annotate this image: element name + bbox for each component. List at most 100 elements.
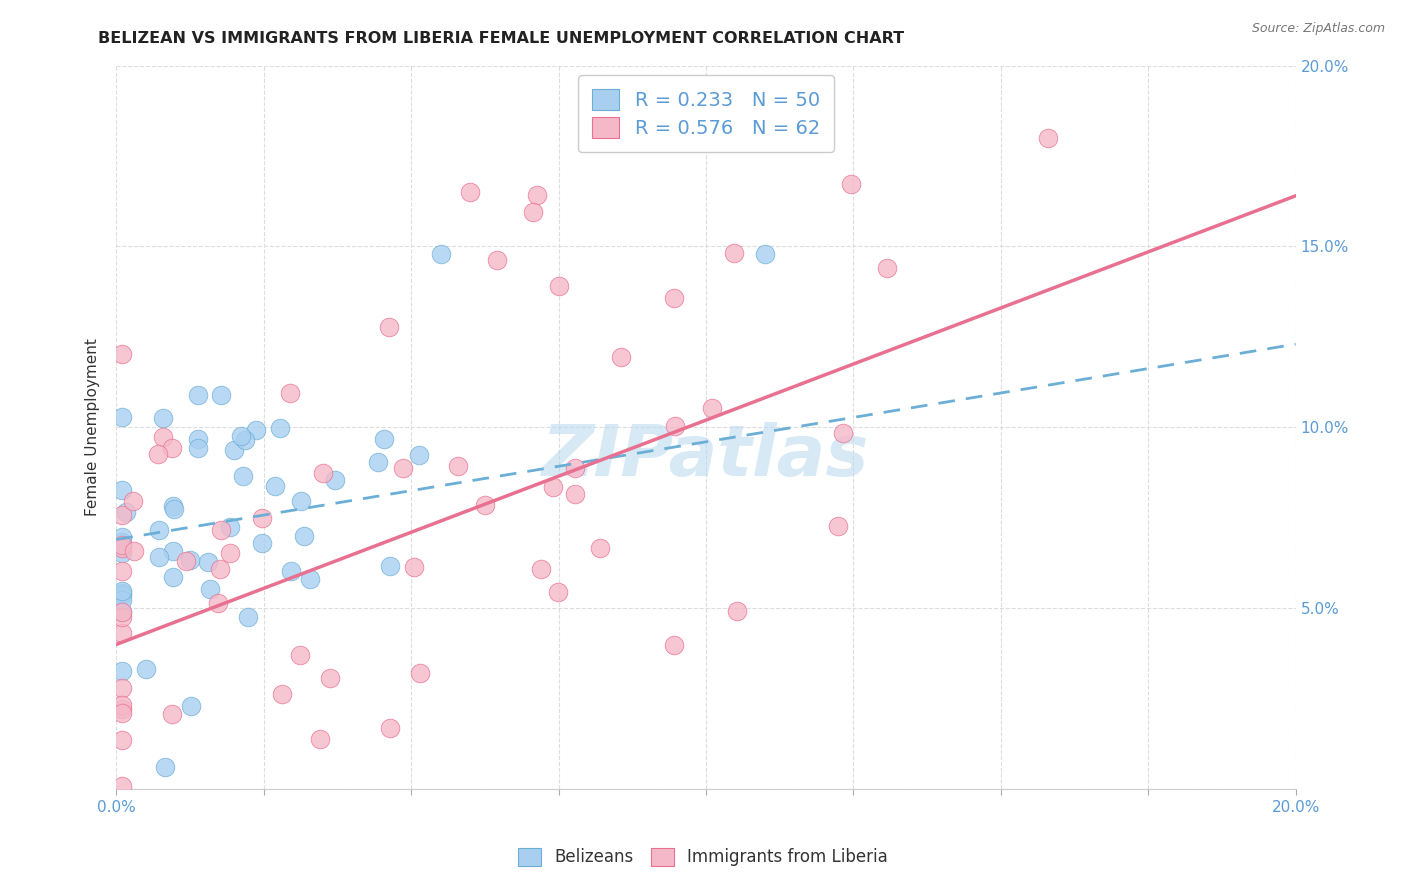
Point <box>162 544 184 558</box>
Point <box>725 604 748 618</box>
Point <box>197 555 219 569</box>
Point <box>526 188 548 202</box>
Point <box>111 605 134 619</box>
Point <box>236 610 259 624</box>
Point <box>378 319 401 334</box>
Point <box>160 441 183 455</box>
Point <box>187 387 209 401</box>
Point <box>827 518 849 533</box>
Point <box>111 546 134 560</box>
Point <box>318 671 340 685</box>
Point <box>160 707 183 722</box>
Text: BELIZEAN VS IMMIGRANTS FROM LIBERIA FEMALE UNEMPLOYMENT CORRELATION CHART: BELIZEAN VS IMMIGRANTS FROM LIBERIA FEMA… <box>98 31 904 46</box>
Point <box>832 425 855 440</box>
Point <box>111 483 134 497</box>
Point <box>278 386 301 401</box>
Point <box>664 418 686 433</box>
Point <box>408 448 430 462</box>
Point <box>187 432 209 446</box>
Point <box>264 479 287 493</box>
Point <box>290 494 312 508</box>
Point <box>146 447 169 461</box>
Point <box>153 760 176 774</box>
Point <box>187 441 209 455</box>
Point <box>135 662 157 676</box>
Text: Source: ZipAtlas.com: Source: ZipAtlas.com <box>1251 22 1385 36</box>
Point <box>111 410 134 425</box>
Point <box>111 586 134 600</box>
Point <box>162 570 184 584</box>
Point <box>111 698 134 712</box>
Point <box>152 430 174 444</box>
Point <box>115 505 138 519</box>
Point <box>111 541 134 555</box>
Point <box>458 185 481 199</box>
Point <box>121 493 143 508</box>
Point <box>233 433 256 447</box>
Point <box>429 246 451 260</box>
Point <box>162 499 184 513</box>
Point <box>111 347 134 361</box>
Point <box>409 666 432 681</box>
Point <box>702 401 724 415</box>
Point <box>530 562 553 576</box>
Point <box>474 498 496 512</box>
Point <box>174 554 197 568</box>
Point <box>485 252 508 267</box>
Point <box>522 204 544 219</box>
Point <box>111 508 134 523</box>
Point <box>564 487 586 501</box>
Point <box>232 468 254 483</box>
Point <box>207 595 229 609</box>
Point <box>162 501 184 516</box>
Point <box>298 572 321 586</box>
Point <box>447 458 470 473</box>
Point <box>754 246 776 260</box>
Point <box>270 687 292 701</box>
Point <box>111 664 134 678</box>
Point <box>111 534 134 549</box>
Point <box>180 698 202 713</box>
Point <box>378 721 401 735</box>
Point <box>124 544 146 558</box>
Point <box>219 546 242 560</box>
Point <box>111 531 134 545</box>
Point <box>111 626 134 640</box>
Point <box>367 455 389 469</box>
Point <box>111 538 134 552</box>
Point <box>111 583 134 598</box>
Point <box>1036 131 1059 145</box>
Point <box>290 648 312 663</box>
Point <box>198 582 221 597</box>
Point <box>589 541 612 556</box>
Legend: R = 0.233   N = 50, R = 0.576   N = 62: R = 0.233 N = 50, R = 0.576 N = 62 <box>578 75 834 152</box>
Point <box>839 178 862 192</box>
Point <box>308 732 330 747</box>
Point <box>548 278 571 293</box>
Point <box>269 421 291 435</box>
Point <box>148 549 170 564</box>
Point <box>209 388 232 402</box>
Point <box>152 410 174 425</box>
Point <box>543 480 565 494</box>
Point <box>402 560 425 574</box>
Point <box>111 706 134 720</box>
Point <box>148 523 170 537</box>
Point <box>292 529 315 543</box>
Point <box>664 638 686 652</box>
Point <box>111 732 134 747</box>
Point <box>111 610 134 624</box>
Text: ZIPatlas: ZIPatlas <box>543 422 870 491</box>
Point <box>323 473 346 487</box>
Point <box>378 558 401 573</box>
Point <box>111 702 134 716</box>
Point <box>111 779 134 793</box>
Point <box>245 423 267 437</box>
Point <box>391 461 413 475</box>
Legend: Belizeans, Immigrants from Liberia: Belizeans, Immigrants from Liberia <box>509 839 897 875</box>
Point <box>111 588 134 602</box>
Point <box>252 510 274 524</box>
Point <box>179 553 201 567</box>
Point <box>224 443 246 458</box>
Point <box>876 260 898 275</box>
